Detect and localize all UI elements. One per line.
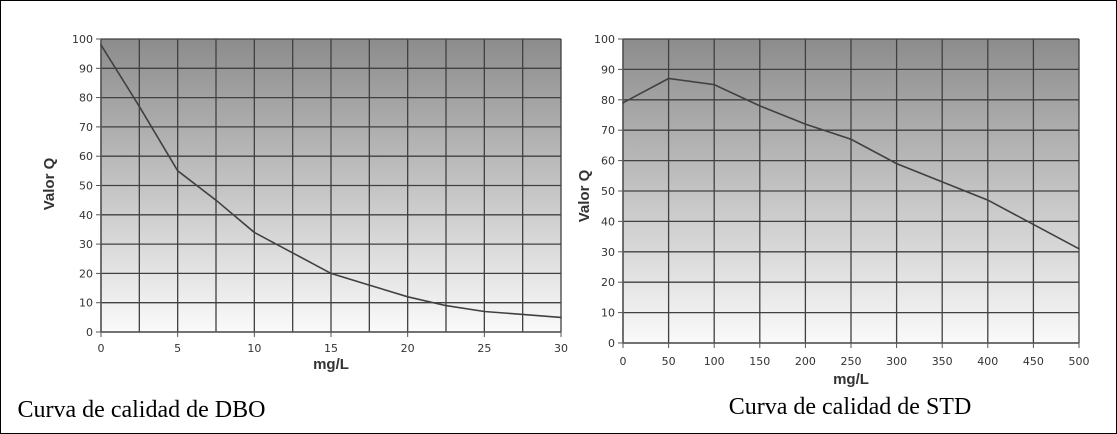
y-tick-label: 20 [601,276,615,289]
x-axis-title: mg/L [313,356,349,373]
data-point [291,252,294,254]
data-point [1032,223,1035,226]
y-tick-label: 30 [79,238,93,251]
x-tick-label: 200 [795,355,816,368]
y-tick-label: 10 [79,297,93,310]
x-tick-label: 100 [704,355,725,368]
y-tick-label: 20 [79,267,93,280]
data-point [406,296,409,298]
y-tick-label: 10 [601,307,615,320]
y-tick-label: 0 [86,326,93,339]
y-tick-label: 80 [79,92,93,105]
std-chart: 0 10 20 30 40 50 60 70 80 90 100 0 50 100 150 200 250 300… [576,33,1090,388]
y-tick-label: 60 [79,150,93,163]
y-tick-label: 0 [608,337,615,350]
x-tick-label: 10 [247,342,261,355]
x-tick-label: 350 [932,355,953,368]
x-tick-label: 15 [324,342,338,355]
y-tick-label: 100 [72,33,93,46]
x-tick-label: 25 [477,342,491,355]
dbo-chart-panel: 0 10 20 30 40 50 60 70 80 90 100 0 5 10 15 20 25 30 mg/L Va… [9,9,574,430]
data-point [895,162,898,165]
data-point [445,304,447,307]
x-tick-label: 450 [1023,355,1044,368]
data-point [560,316,562,319]
dbo-chart: 0 10 20 30 40 50 60 70 80 90 100 0 5 10 15 20 25 30 mg/L Va… [41,33,568,373]
data-point [100,44,102,46]
data-point [622,102,624,104]
x-tick-label: 400 [977,355,998,368]
y-tick-label: 100 [594,33,615,46]
x-tick-label: 5 [174,342,181,355]
x-tick-label: 50 [662,355,676,368]
x-tick-label: 0 [98,342,105,355]
data-point [850,138,852,141]
y-tick-label: 50 [601,185,615,198]
x-tick-label: 20 [401,342,415,355]
y-tick-label: 30 [601,246,615,259]
data-point [483,310,486,313]
y-tick-label: 80 [601,94,615,107]
data-point [987,199,989,201]
x-axis-title: mg/L [833,371,869,388]
dbo-chart-caption: Curva de calidad de DBO [17,397,266,423]
data-point [667,77,670,80]
data-point [253,231,256,234]
data-point [804,123,807,125]
x-tick-label: 150 [749,355,770,368]
data-point [368,284,371,286]
x-tick-label: 300 [886,355,907,368]
y-tick-label: 70 [601,124,615,137]
data-point [330,272,332,275]
std-chart-panel: 0 10 20 30 40 50 60 70 80 90 100 0 50 100 150 200 250 300… [576,21,1097,431]
x-tick-label: 500 [1069,355,1090,368]
y-tick-label: 50 [79,180,93,193]
x-tick-label: 250 [841,355,862,368]
data-point [521,313,524,316]
y-axis-title: Valor Q [576,169,593,222]
y-tick-label: 40 [79,209,93,222]
data-point [759,105,761,107]
y-tick-label: 70 [79,121,93,134]
std-chart-caption: Curva de calidad de STD [728,394,972,420]
y-tick-label: 40 [601,215,615,228]
data-point [1078,247,1080,250]
data-point [215,199,217,201]
x-tick-label: 0 [620,355,627,368]
y-axis-title: Valor Q [41,157,58,210]
y-tick-label: 90 [79,62,93,75]
data-point [941,181,943,183]
data-point [713,83,715,86]
y-tick-label: 90 [601,63,615,76]
data-point [176,170,179,172]
data-point [138,105,141,108]
y-tick-label: 60 [601,155,615,168]
x-tick-label: 30 [554,342,568,355]
